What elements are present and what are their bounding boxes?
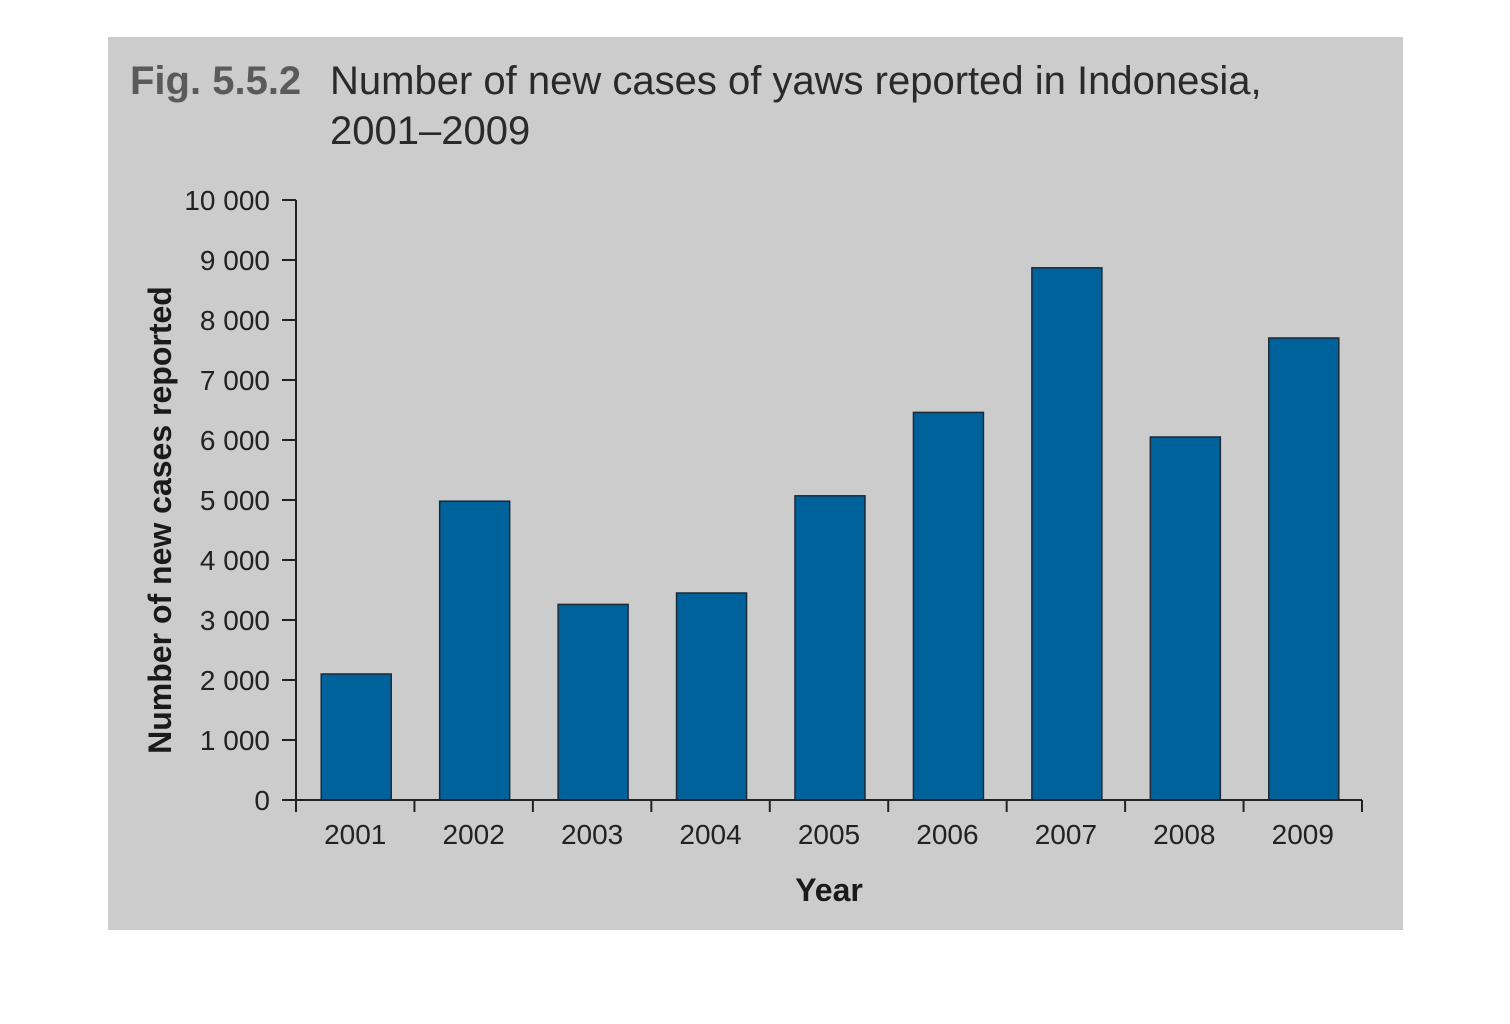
x-tick-label: 2008 bbox=[1153, 819, 1215, 850]
y-tick-label: 1 000 bbox=[200, 725, 270, 756]
bar-chart: Fig. 5.5.2 Number of new cases of yaws r… bbox=[130, 59, 1363, 908]
x-tick-label: 2009 bbox=[1272, 819, 1334, 850]
bar-2004 bbox=[675, 592, 748, 801]
y-tick-label: 9 000 bbox=[200, 245, 270, 276]
bar-2009 bbox=[1268, 337, 1340, 801]
bar-2003 bbox=[557, 603, 629, 801]
y-tick-label: 3 000 bbox=[200, 605, 270, 636]
bars bbox=[320, 267, 1340, 801]
y-tick-label: 5 000 bbox=[200, 485, 270, 516]
y-tick-label: 10 000 bbox=[184, 185, 270, 216]
bar-2001 bbox=[320, 673, 392, 801]
bar-2002 bbox=[438, 500, 511, 801]
y-tick-label: 7 000 bbox=[200, 365, 270, 396]
chart-title-line-1: Number of new cases of yaws reported in … bbox=[330, 59, 1262, 103]
y-axis-title: Number of new cases reported bbox=[142, 286, 178, 754]
x-tick-label: 2003 bbox=[561, 819, 623, 850]
figure-number: Fig. 5.5.2 bbox=[130, 59, 301, 103]
y-tick-label: 4 000 bbox=[200, 545, 270, 576]
x-tick-label: 2005 bbox=[798, 819, 860, 850]
y-tick-label: 6 000 bbox=[200, 425, 270, 456]
chart-panel: Fig. 5.5.2 Number of new cases of yaws r… bbox=[108, 37, 1403, 930]
x-tick-label: 2001 bbox=[324, 819, 386, 850]
bar-2007 bbox=[1031, 267, 1103, 801]
x-tick-label: 2007 bbox=[1035, 819, 1097, 850]
y-tick-label: 8 000 bbox=[200, 305, 270, 336]
x-tick-label: 2006 bbox=[916, 819, 978, 850]
x-tick-label: 2002 bbox=[443, 819, 505, 850]
bar-2006 bbox=[912, 411, 985, 801]
chart-title-line-2: 2001–2009 bbox=[330, 109, 530, 153]
x-axis-title: Year bbox=[795, 872, 863, 908]
y-ticks: 0 1 000 2 000 3 000 4 000 5 000 6 000 7 000 8 00… bbox=[184, 185, 296, 816]
bar-2005 bbox=[794, 495, 866, 801]
y-tick-label: 2 000 bbox=[200, 665, 270, 696]
y-tick-label: 0 bbox=[254, 785, 270, 816]
x-ticks: 2001 2002 2003 2004 2005 2006 2007 2008 2009 bbox=[295, 800, 1363, 850]
bar-2008 bbox=[1149, 436, 1222, 801]
x-tick-label: 2004 bbox=[679, 819, 741, 850]
